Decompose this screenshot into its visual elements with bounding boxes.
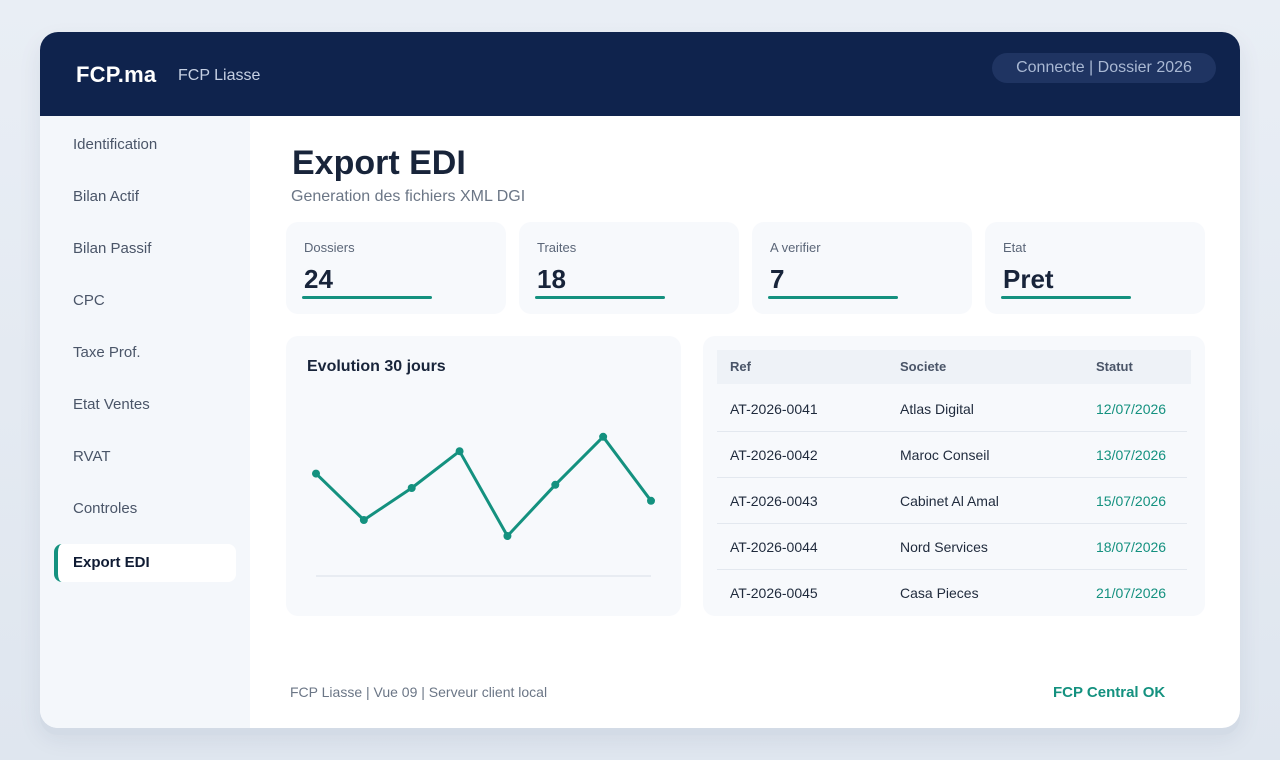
app-subtitle: FCP Liasse xyxy=(178,67,261,84)
stat-underline xyxy=(768,296,898,299)
column-header-ref[interactable]: Ref xyxy=(730,359,751,374)
cell-societe: Nord Services xyxy=(900,539,988,555)
stat-label: Etat xyxy=(1003,240,1027,255)
sidebar-item-controles[interactable]: Controles xyxy=(73,500,138,517)
cell-ref: AT-2026-0045 xyxy=(730,585,818,601)
table-row[interactable]: AT-2026-0042 Maroc Conseil 13/07/2026 xyxy=(717,432,1187,478)
footer-status: FCP Central OK xyxy=(1053,684,1166,701)
stat-underline xyxy=(1001,296,1131,299)
data-point[interactable] xyxy=(407,484,416,492)
top-bar: FCP.ma FCP Liasse Connecte | Dossier 202… xyxy=(40,32,1240,116)
sidebar-item-bilan-actif[interactable]: Bilan Actif xyxy=(73,188,139,205)
series-line xyxy=(314,435,653,538)
stat-value: 24 xyxy=(304,264,333,294)
cell-ref: AT-2026-0044 xyxy=(730,539,818,555)
cell-ref: AT-2026-0043 xyxy=(730,493,818,509)
cell-societe: Maroc Conseil xyxy=(900,447,990,463)
cell-ref: AT-2026-0042 xyxy=(730,447,818,463)
stat-label: A verifier xyxy=(770,240,821,255)
connection-status-badge: Connecte | Dossier 2026 xyxy=(992,53,1216,83)
cell-statut: 18/07/2026 xyxy=(1096,539,1167,555)
line-chart xyxy=(312,432,655,577)
stat-underline xyxy=(535,296,665,299)
sidebar-item-bilan-passif[interactable]: Bilan Passif xyxy=(73,240,152,257)
footer-info: FCP Liasse | Vue 09 | Serveur client loc… xyxy=(290,684,548,700)
stat-label: Traites xyxy=(537,240,577,255)
cell-societe: Atlas Digital xyxy=(900,401,974,417)
sidebar-item-etat-ventes[interactable]: Etat Ventes xyxy=(73,396,150,413)
stat-value: 7 xyxy=(770,264,785,294)
column-header-societe[interactable]: Societe xyxy=(900,359,947,374)
sidebar-item-export-edi[interactable]: Export EDI xyxy=(54,544,236,582)
table-row[interactable]: AT-2026-0045 Casa Pieces 21/07/2026 xyxy=(717,570,1187,616)
cell-statut: 21/07/2026 xyxy=(1096,585,1167,601)
data-point[interactable] xyxy=(599,432,608,441)
stat-label: Dossiers xyxy=(304,240,355,255)
stat-card-dossiers: Dossiers 24 xyxy=(286,222,506,314)
cell-societe: Cabinet Al Amal xyxy=(900,493,999,509)
sidebar-item-taxe-prof[interactable]: Taxe Prof. xyxy=(73,344,141,361)
table-row[interactable]: AT-2026-0043 Cabinet Al Amal 15/07/2026 xyxy=(717,478,1187,524)
data-point[interactable] xyxy=(647,496,655,505)
cell-statut: 13/07/2026 xyxy=(1096,447,1167,463)
stat-underline xyxy=(302,296,432,299)
stat-value: 18 xyxy=(537,264,566,294)
stat-value: Pret xyxy=(1003,264,1054,294)
cell-statut: 15/07/2026 xyxy=(1096,493,1167,509)
stat-card-traites: Traites 18 xyxy=(519,222,739,314)
dossier-table: Ref Societe Statut AT-2026-0041 Atlas Di… xyxy=(703,336,1205,616)
data-point[interactable] xyxy=(455,447,464,456)
data-point[interactable] xyxy=(359,516,368,524)
data-point[interactable] xyxy=(503,532,512,540)
table-header: Ref Societe Statut xyxy=(717,350,1191,384)
sidebar-item-identification[interactable]: Identification xyxy=(73,136,158,153)
stat-card-etat: Etat Pret xyxy=(985,222,1205,314)
data-point[interactable] xyxy=(551,480,560,489)
brand-logo[interactable]: FCP.ma xyxy=(76,62,157,87)
app-window: FCP.ma FCP Liasse Connecte | Dossier 202… xyxy=(40,32,1240,728)
sidebar: Identification Bilan Actif Bilan Passif … xyxy=(40,116,250,728)
data-point[interactable] xyxy=(312,469,320,478)
cell-ref: AT-2026-0041 xyxy=(730,401,818,417)
table-row[interactable]: AT-2026-0044 Nord Services 18/07/2026 xyxy=(717,524,1187,570)
page-subtitle: Generation des fichiers XML DGI xyxy=(291,188,526,205)
page-title: Export EDI xyxy=(292,144,466,182)
stat-card-a-verifier: A verifier 7 xyxy=(752,222,972,314)
table-row[interactable]: AT-2026-0041 Atlas Digital 12/07/2026 xyxy=(717,386,1187,432)
evolution-chart-card: Evolution 30 jours xyxy=(286,336,681,616)
column-header-statut[interactable]: Statut xyxy=(1096,359,1133,374)
cell-societe: Casa Pieces xyxy=(900,585,979,601)
chart-title: Evolution 30 jours xyxy=(307,358,446,375)
sidebar-item-rvat[interactable]: RVAT xyxy=(73,448,111,465)
cell-statut: 12/07/2026 xyxy=(1096,401,1167,417)
sidebar-item-cpc[interactable]: CPC xyxy=(73,292,105,309)
